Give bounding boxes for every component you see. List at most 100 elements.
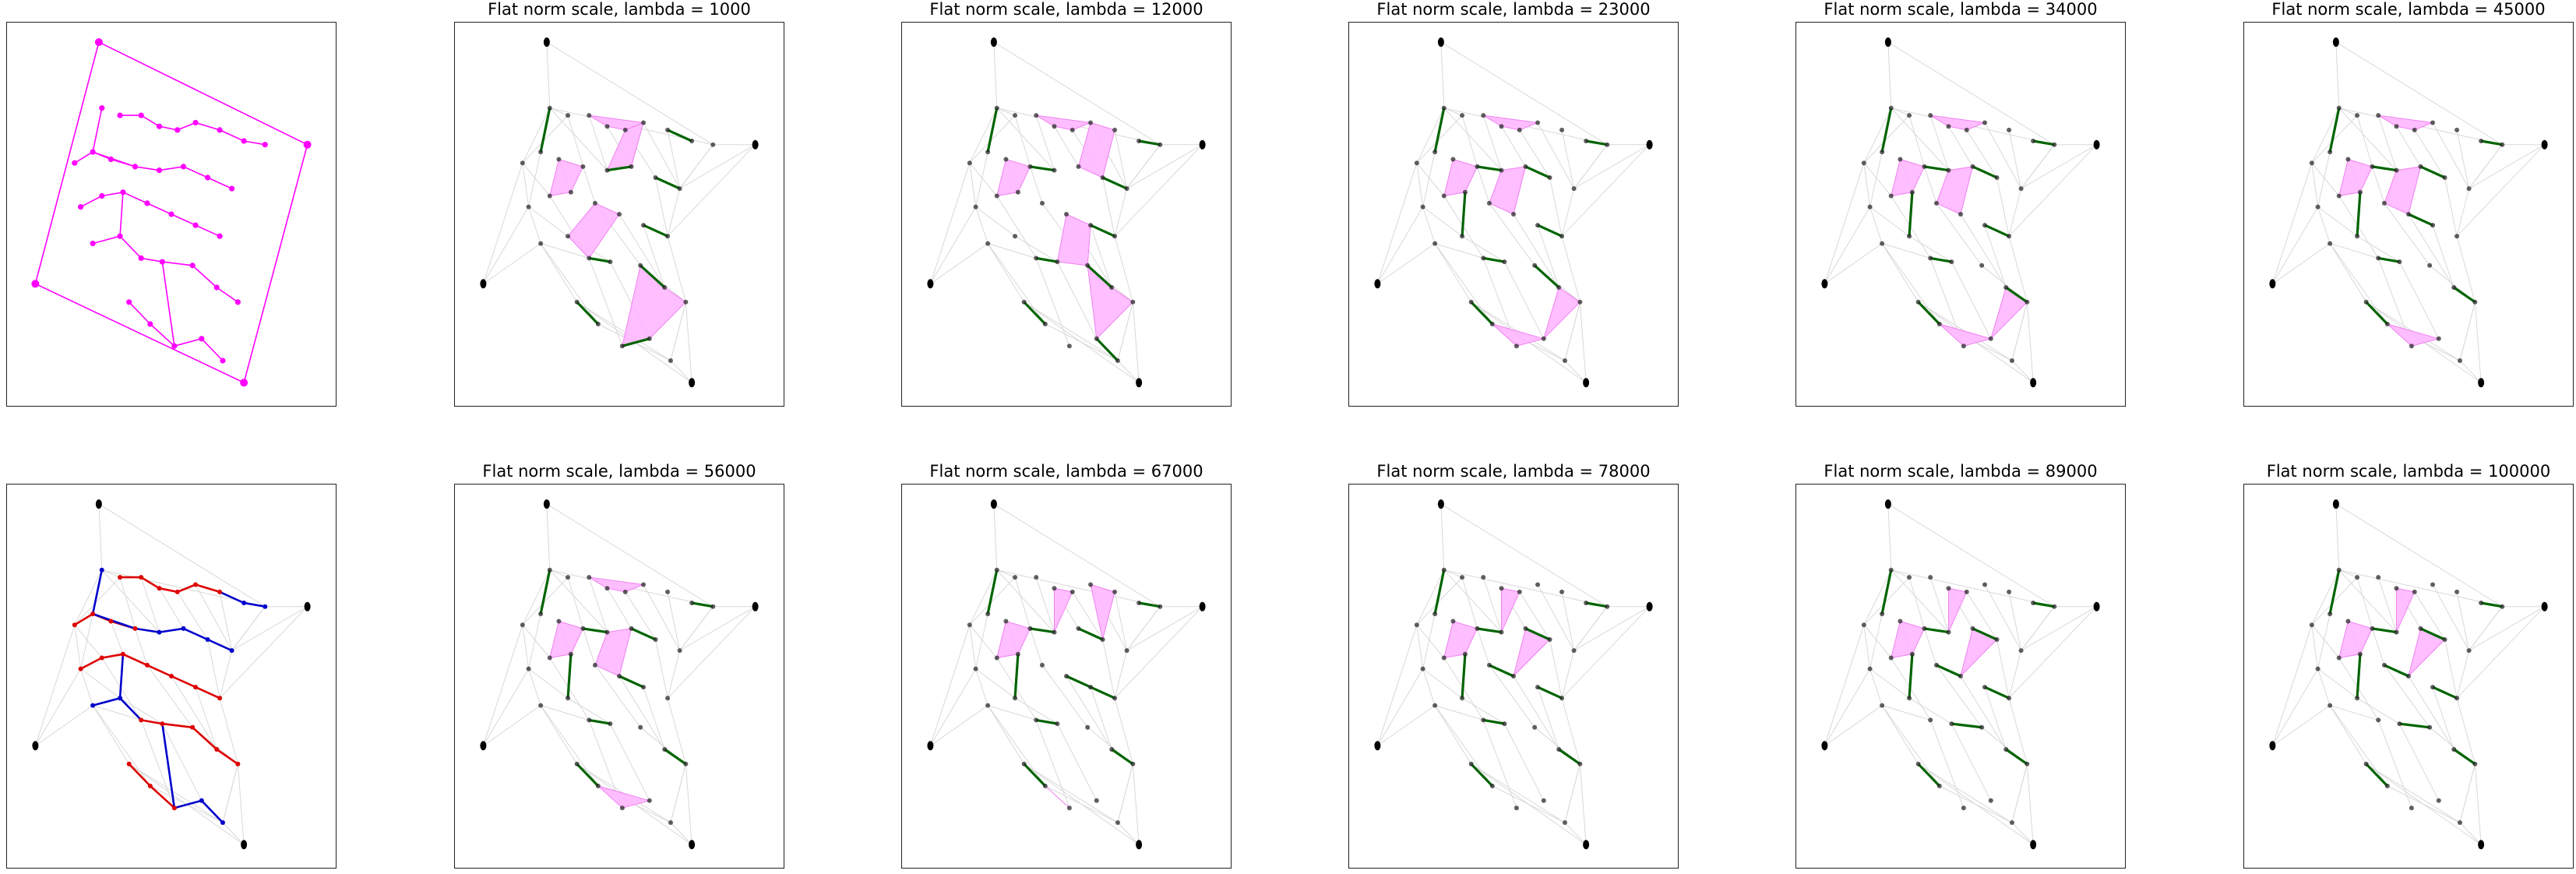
vertex-point xyxy=(2376,717,2381,723)
red-path-edge xyxy=(101,653,124,659)
mesh-edge xyxy=(231,606,308,651)
mesh-edge xyxy=(1887,41,2055,146)
vertex-point xyxy=(2430,223,2436,228)
vertex-point xyxy=(967,160,972,166)
corner-node xyxy=(480,741,487,751)
mesh-edge xyxy=(1440,504,1445,570)
mesh-edge xyxy=(219,606,308,699)
mesh-edge xyxy=(969,569,998,626)
tree-edge xyxy=(1470,301,1493,326)
tree-edge xyxy=(630,627,657,641)
mesh-edge xyxy=(2408,675,2454,750)
vertex-point xyxy=(2007,589,2012,594)
vertex-point xyxy=(2370,626,2375,631)
vertex-point xyxy=(2442,175,2447,180)
corner-node xyxy=(990,499,997,509)
corner-node xyxy=(2030,378,2037,388)
mesh-edge xyxy=(1416,162,1445,196)
network-edge xyxy=(92,151,136,167)
mesh-edge xyxy=(679,144,756,189)
vertex-point xyxy=(1556,747,1562,752)
mesh-edge xyxy=(80,613,93,669)
mesh-edge xyxy=(643,224,665,288)
tree-edge xyxy=(2480,601,2503,608)
mesh-edge xyxy=(1114,698,1133,764)
mesh-edge xyxy=(2338,107,2397,171)
flat-norm-region xyxy=(1035,115,1092,131)
mesh-edge xyxy=(549,569,569,578)
mesh-edge xyxy=(2011,822,2034,845)
flat-norm-region xyxy=(2384,166,2422,215)
mesh-edge xyxy=(2311,576,2358,626)
vertex-point xyxy=(566,696,571,701)
network-edge xyxy=(80,195,103,208)
mesh-edge xyxy=(1966,591,1997,640)
mesh-edge xyxy=(528,668,541,706)
vertex-point xyxy=(1577,761,1583,767)
mesh-edge xyxy=(969,115,1016,164)
mesh-edge xyxy=(1416,624,1445,658)
mesh-edge xyxy=(643,584,681,651)
mesh-edge xyxy=(996,569,1055,633)
mesh-edge xyxy=(1482,720,1517,809)
vertex-point xyxy=(1112,696,1118,701)
mesh-edge xyxy=(2008,144,2097,237)
mesh-edge xyxy=(655,177,668,237)
mesh-edge xyxy=(1561,129,1575,189)
vertex-point xyxy=(1559,127,1565,132)
vertex-point xyxy=(1034,256,1039,261)
vertex-point xyxy=(1064,212,1069,217)
mesh-edge xyxy=(2317,151,2331,207)
mesh-edge xyxy=(1054,125,1079,167)
panel-l78000: Flat norm scale, lambda = 78000 xyxy=(1348,462,1679,869)
mesh-edge xyxy=(1117,301,1133,361)
vertex-point xyxy=(617,212,622,217)
mesh-edge xyxy=(1440,503,1608,608)
tree-edge xyxy=(1138,139,1161,146)
mesh-edge xyxy=(667,606,756,699)
mesh-edge xyxy=(2311,115,2358,164)
vertex-point xyxy=(1523,626,1528,631)
plot-area xyxy=(1374,37,1653,388)
vertex-point xyxy=(1034,717,1039,723)
vertex-point xyxy=(538,611,544,617)
mesh-edge xyxy=(1564,763,1580,823)
mesh-edge xyxy=(1948,125,1973,167)
plot-area xyxy=(927,37,1206,388)
corner-node xyxy=(31,280,40,288)
vertex-point xyxy=(710,142,716,147)
mesh-edge xyxy=(546,41,714,146)
path-node xyxy=(118,575,123,580)
vertex-point xyxy=(1489,322,1495,326)
vertex-point xyxy=(2454,234,2460,239)
mesh-edge xyxy=(1891,107,1949,171)
vertex-point xyxy=(2376,256,2381,261)
vertex-point xyxy=(2018,186,2024,192)
tree-edge xyxy=(2453,286,2476,304)
network-node xyxy=(117,233,123,239)
red-path-edge xyxy=(140,576,160,590)
mesh-edge xyxy=(1035,115,1055,171)
mesh-edge xyxy=(1564,822,1587,845)
tree-edge xyxy=(1013,654,1020,699)
vertex-point xyxy=(2018,648,2024,654)
tree-edge xyxy=(1030,627,1055,634)
mesh-edge xyxy=(594,664,641,728)
vertex-point xyxy=(2370,164,2375,169)
network-edge xyxy=(146,203,172,215)
path-node xyxy=(160,721,165,727)
mesh-edge xyxy=(993,503,1161,608)
mesh-edge xyxy=(2008,129,2022,189)
tree-edge xyxy=(1936,664,1961,678)
corner-node xyxy=(2541,139,2548,150)
vertex-point xyxy=(1946,629,1951,635)
mesh-edge xyxy=(685,763,692,845)
mesh-edge xyxy=(74,569,103,626)
vertex-point xyxy=(1460,575,1465,580)
mesh-edge xyxy=(1908,576,1925,629)
mesh-edge xyxy=(482,668,530,746)
tree-edge xyxy=(1477,165,1502,172)
plot-area xyxy=(1821,499,2100,850)
mesh-edge xyxy=(140,576,160,633)
network-node xyxy=(90,241,96,247)
